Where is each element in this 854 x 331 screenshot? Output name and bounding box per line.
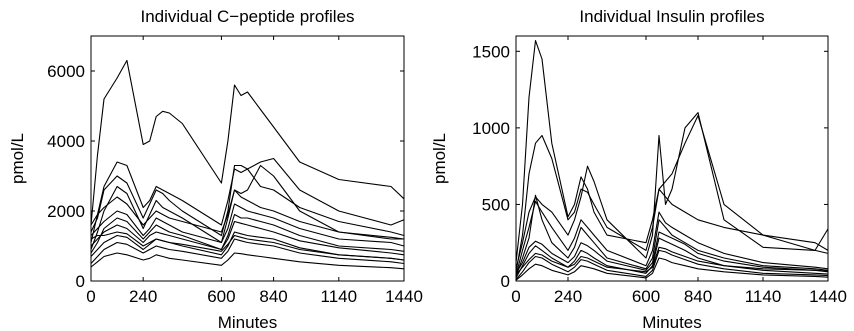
series-line-2 [515, 115, 829, 272]
y-tick-label: 6000 [47, 62, 85, 81]
series-line-9 [515, 257, 829, 281]
chart-title: Individual Insulin profiles [579, 7, 764, 26]
chart-title: Individual C−peptide profiles [140, 7, 354, 26]
series-line-8 [515, 249, 829, 280]
x-tick-label: 1440 [385, 287, 423, 306]
y-tick-label: 500 [482, 195, 510, 214]
x-tick-label: 240 [129, 287, 157, 306]
series-line-5 [90, 189, 405, 240]
plot-frame [90, 35, 405, 282]
series-line-1 [90, 59, 405, 226]
series-line-8 [90, 220, 405, 256]
chart-c-peptide: 0 240 600 840 1140 1440 0 2000 4000 6000 Individua… [8, 7, 423, 331]
series-line-12 [90, 252, 405, 270]
series-line-7 [515, 237, 829, 279]
x-tick-label: 840 [259, 287, 287, 306]
series-line-4 [515, 200, 829, 276]
series-line-11 [90, 231, 405, 261]
series-line-10 [515, 246, 829, 276]
series-line-3 [515, 112, 829, 269]
series-line-5 [515, 194, 829, 277]
y-tick-label: 4000 [47, 132, 85, 151]
x-tick-label: 1140 [745, 287, 782, 306]
series-line-7 [90, 213, 405, 254]
x-tick-label: 0 [86, 287, 95, 306]
y-tick-label: 1500 [472, 42, 510, 61]
chart-insulin: 0 240 600 840 1140 1440 0 500 1000 1500 Individual… [430, 7, 847, 331]
x-tick-label: 600 [207, 287, 235, 306]
y-tick-label: 0 [501, 272, 510, 291]
x-tick-label: 840 [684, 287, 712, 306]
x-tick-label: 1440 [809, 287, 847, 306]
y-tick-label: 1000 [472, 119, 510, 138]
x-tick-label: 0 [511, 287, 520, 306]
y-axis-label: pmol/L [8, 133, 27, 184]
plot-frame [515, 35, 829, 282]
series-line-1 [515, 40, 829, 263]
y-tick-label: 2000 [47, 202, 85, 221]
x-tick-label: 600 [632, 287, 660, 306]
series-line-4 [90, 164, 404, 250]
x-tick-label: 240 [554, 287, 582, 306]
series-line-10 [90, 238, 405, 265]
x-axis-label: Minutes [218, 313, 278, 331]
series-line-6 [515, 231, 829, 274]
series-line-3 [90, 164, 405, 237]
series-line-2 [90, 157, 405, 243]
series-line-9 [90, 231, 405, 261]
y-axis-label: pmol/L [430, 133, 449, 184]
x-tick-label: 1140 [321, 287, 358, 306]
y-tick-label: 0 [76, 272, 85, 291]
x-axis-label: Minutes [642, 313, 702, 331]
series-line-6 [90, 203, 405, 247]
